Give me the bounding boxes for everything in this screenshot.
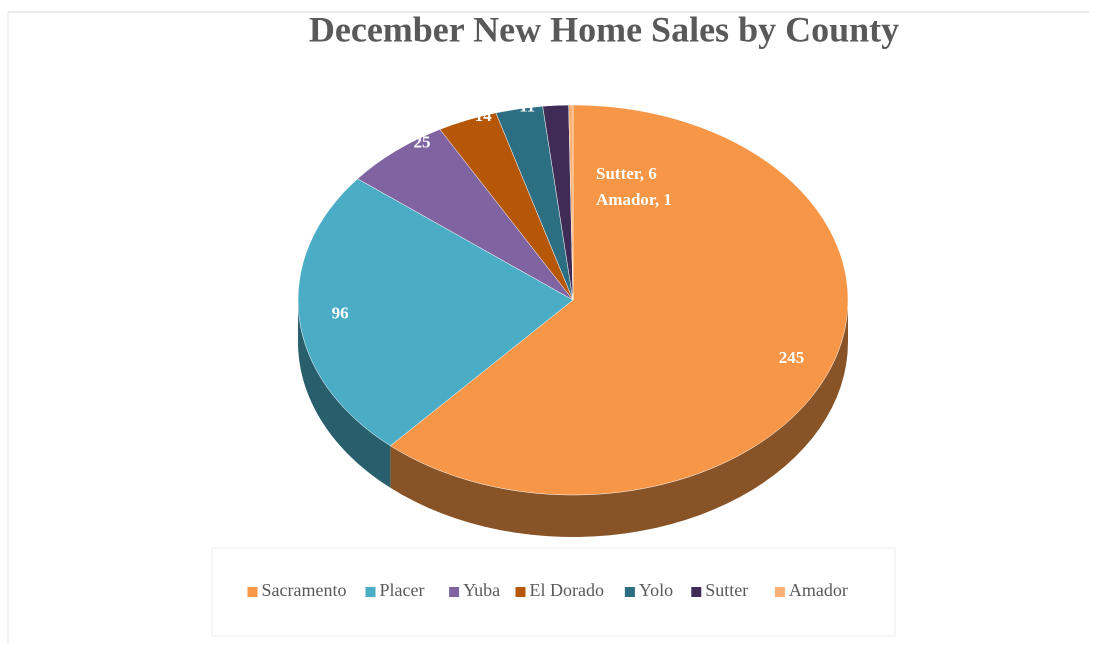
legend-swatch [365, 587, 376, 597]
legend-label: Sacramento [262, 580, 347, 600]
legend-label: Yuba [463, 580, 500, 600]
legend-swatch [774, 587, 785, 597]
chart-title: December New Home Sales by County [309, 9, 899, 49]
legend-swatch [247, 587, 258, 597]
legend-label: El Dorado [530, 580, 604, 600]
slice-side [390, 300, 848, 537]
legend-label: Amador [789, 580, 848, 600]
legend-swatch [624, 587, 635, 597]
legend-swatch [515, 587, 526, 597]
slice-side [298, 300, 391, 488]
legend-swatch [691, 587, 702, 597]
legend-label: Yolo [639, 580, 673, 600]
pie-slice [568, 104, 574, 301]
data-label: 25 [413, 132, 430, 151]
data-label: 96 [332, 303, 349, 322]
legend-label: Placer [380, 580, 425, 600]
data-label: 14 [475, 106, 493, 125]
pie-slice [389, 104, 849, 496]
data-label: Amador, 1 [596, 190, 672, 209]
legend-swatch [449, 587, 460, 597]
data-label: 11 [519, 96, 535, 115]
data-label: Sutter, 6 [596, 164, 657, 183]
data-label: 245 [779, 348, 805, 367]
legend-label: Sutter [705, 580, 748, 600]
pie-slice [297, 178, 574, 447]
